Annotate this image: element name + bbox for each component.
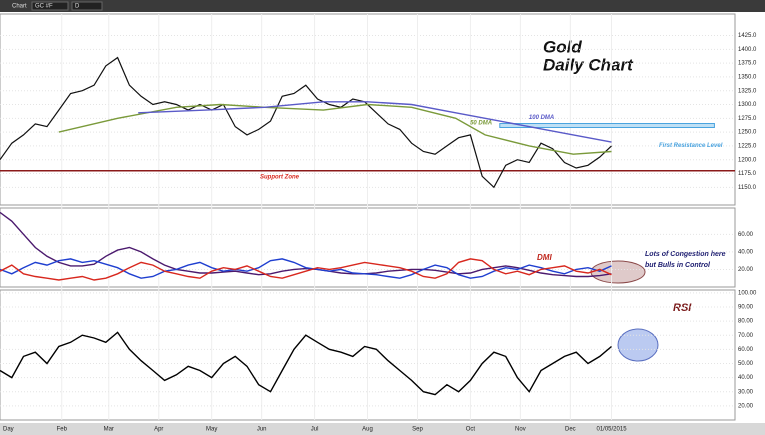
y-tick-label: 1400.0 — [738, 47, 757, 53]
toolbar — [0, 0, 765, 12]
x-tick-label: Aug — [362, 427, 373, 433]
footer-label: Day — [3, 427, 14, 433]
x-tick-label: Jul — [311, 427, 319, 433]
y-tick-label: 60.00 — [738, 232, 754, 238]
rsi-label: RSI — [673, 302, 692, 314]
y-tick-label: 40.00 — [738, 375, 754, 381]
series-line — [0, 258, 612, 279]
x-tick-label: Apr — [154, 427, 163, 433]
x-tick-label: 01/05/2015 — [597, 427, 628, 433]
x-tick-label: Dec — [565, 427, 576, 433]
app-name: Chart — [12, 4, 27, 10]
x-tick-label: Oct — [466, 427, 476, 433]
series-line — [0, 258, 612, 281]
x-tick-label: Sep — [412, 427, 423, 433]
symbol-box[interactable] — [31, 1, 69, 11]
rsi-highlight — [617, 328, 659, 362]
support-label: Support Zone — [260, 174, 300, 180]
x-tick-label: Nov — [515, 427, 526, 433]
y-tick-label: 1225.0 — [738, 144, 757, 150]
x-tick-label: May — [206, 427, 217, 433]
y-tick-label: 30.00 — [738, 389, 754, 395]
y-tick-label: 90.00 — [738, 305, 754, 311]
x-tick-label: Jun — [257, 427, 267, 433]
series-line — [58, 103, 612, 155]
y-tick-label: 40.00 — [738, 249, 754, 255]
y-tick-label: 70.00 — [738, 333, 754, 339]
time-axis — [0, 423, 765, 435]
y-tick-label: 1425.0 — [738, 33, 757, 39]
y-tick-label: 100.00 — [738, 290, 757, 296]
y-tick-label: 1250.0 — [738, 130, 757, 136]
y-tick-label: 20.00 — [738, 403, 754, 409]
x-tick-label: Feb — [57, 427, 68, 433]
x-tick-label: Mar — [104, 427, 114, 433]
congestion-highlight — [590, 260, 646, 284]
series-line — [0, 56, 612, 189]
y-tick-label: 1300.0 — [738, 102, 757, 108]
series-name: 50 DMA — [470, 120, 492, 126]
series-line — [0, 331, 612, 396]
chart-subtitle: Daily Chart — [543, 55, 634, 74]
series-line — [138, 101, 612, 143]
y-tick-label: 20.00 — [738, 267, 754, 273]
y-tick-label: 1325.0 — [738, 88, 757, 94]
resistance-label: First Resistance Level — [659, 143, 723, 149]
y-tick-label: 1275.0 — [738, 116, 757, 122]
y-tick-label: 1350.0 — [738, 75, 757, 81]
chart-title: Gold — [543, 37, 582, 56]
symbol[interactable]: GC #F — [35, 4, 53, 10]
y-tick-label: 80.00 — [738, 319, 754, 325]
resistance-band — [499, 123, 715, 129]
dmi-note: Lots of Congestion here — [645, 251, 726, 258]
series-name: 100 DMA — [529, 115, 554, 121]
interval[interactable]: D — [75, 4, 80, 10]
y-tick-label: 50.00 — [738, 361, 754, 367]
y-tick-label: 1375.0 — [738, 61, 757, 67]
dmi-note: but Bulls in Control — [645, 262, 711, 269]
y-tick-label: 1150.0 — [738, 185, 757, 191]
y-tick-label: 1200.0 — [738, 157, 757, 163]
y-tick-label: 60.00 — [738, 347, 754, 353]
interval-box[interactable] — [71, 1, 103, 11]
dmi-label: DMI — [537, 253, 552, 262]
series-line — [0, 211, 612, 278]
y-tick-label: 1175.0 — [738, 171, 757, 177]
